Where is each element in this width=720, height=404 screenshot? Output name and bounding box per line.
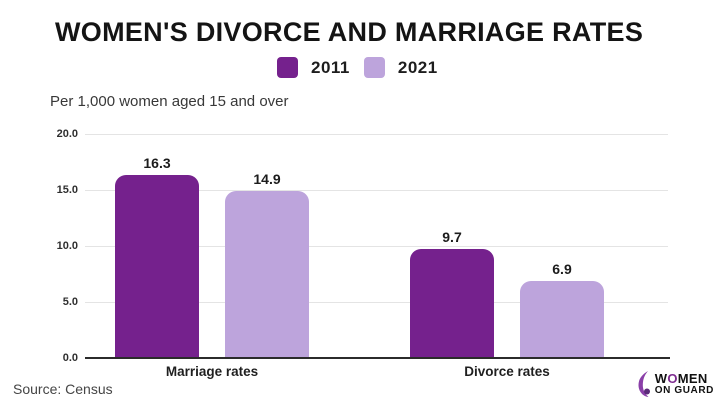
logo-line1: WOMEN	[654, 371, 708, 386]
logo-line2: ON GUARD	[654, 385, 714, 396]
bar-2021-divorce-rates	[520, 280, 604, 358]
y-tick-label: 20.0	[56, 128, 78, 140]
woman-silhouette-icon	[636, 370, 653, 398]
legend-item-2011: 2011	[277, 57, 350, 78]
y-tick-label: 5.0	[62, 296, 78, 308]
legend-label: 2021	[397, 57, 438, 77]
plot-area: 16.3 14.9 9.7 6.9	[85, 134, 668, 358]
legend: 2011 2021	[277, 57, 438, 78]
legend-item-2021: 2021	[363, 57, 438, 78]
gridline	[85, 134, 668, 135]
gridline	[85, 302, 668, 303]
page-title: WOMEN'S DIVORCE AND MARRIAGE RATES	[55, 17, 644, 47]
bar-2011-divorce-rates	[410, 249, 494, 358]
y-tick-label: 15.0	[56, 184, 78, 196]
x-category-label: Divorce rates	[464, 364, 550, 379]
logo-text: WOMEN ON GUARD	[655, 372, 714, 396]
legend-swatch-2021	[363, 57, 385, 78]
legend-swatch-2011	[277, 57, 298, 78]
source-note: Source: Census	[13, 381, 113, 397]
bar-value-label: 16.3	[143, 155, 171, 172]
logo: WOMEN ON GUARD	[636, 370, 714, 398]
bar-2021-marriage-rates	[225, 191, 309, 358]
y-tick-label: 10.0	[56, 240, 78, 252]
bar-value-label: 9.7	[442, 229, 462, 246]
legend-label: 2011	[311, 57, 350, 77]
logo-o-accent: O	[667, 371, 678, 386]
bar-2011-marriage-rates	[115, 175, 199, 358]
x-axis-line	[85, 357, 670, 359]
y-tick-label: 0.0	[62, 352, 78, 364]
chart-subtitle: Per 1,000 women aged 15 and over	[50, 93, 289, 110]
bar-value-label: 14.9	[253, 171, 281, 188]
x-category-label: Marriage rates	[165, 364, 259, 379]
bar-value-label: 6.9	[552, 260, 572, 277]
gridline	[85, 190, 668, 191]
gridline	[85, 246, 668, 247]
